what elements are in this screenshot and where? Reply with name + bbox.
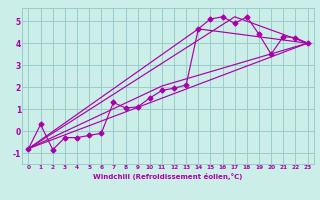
X-axis label: Windchill (Refroidissement éolien,°C): Windchill (Refroidissement éolien,°C): [93, 173, 243, 180]
